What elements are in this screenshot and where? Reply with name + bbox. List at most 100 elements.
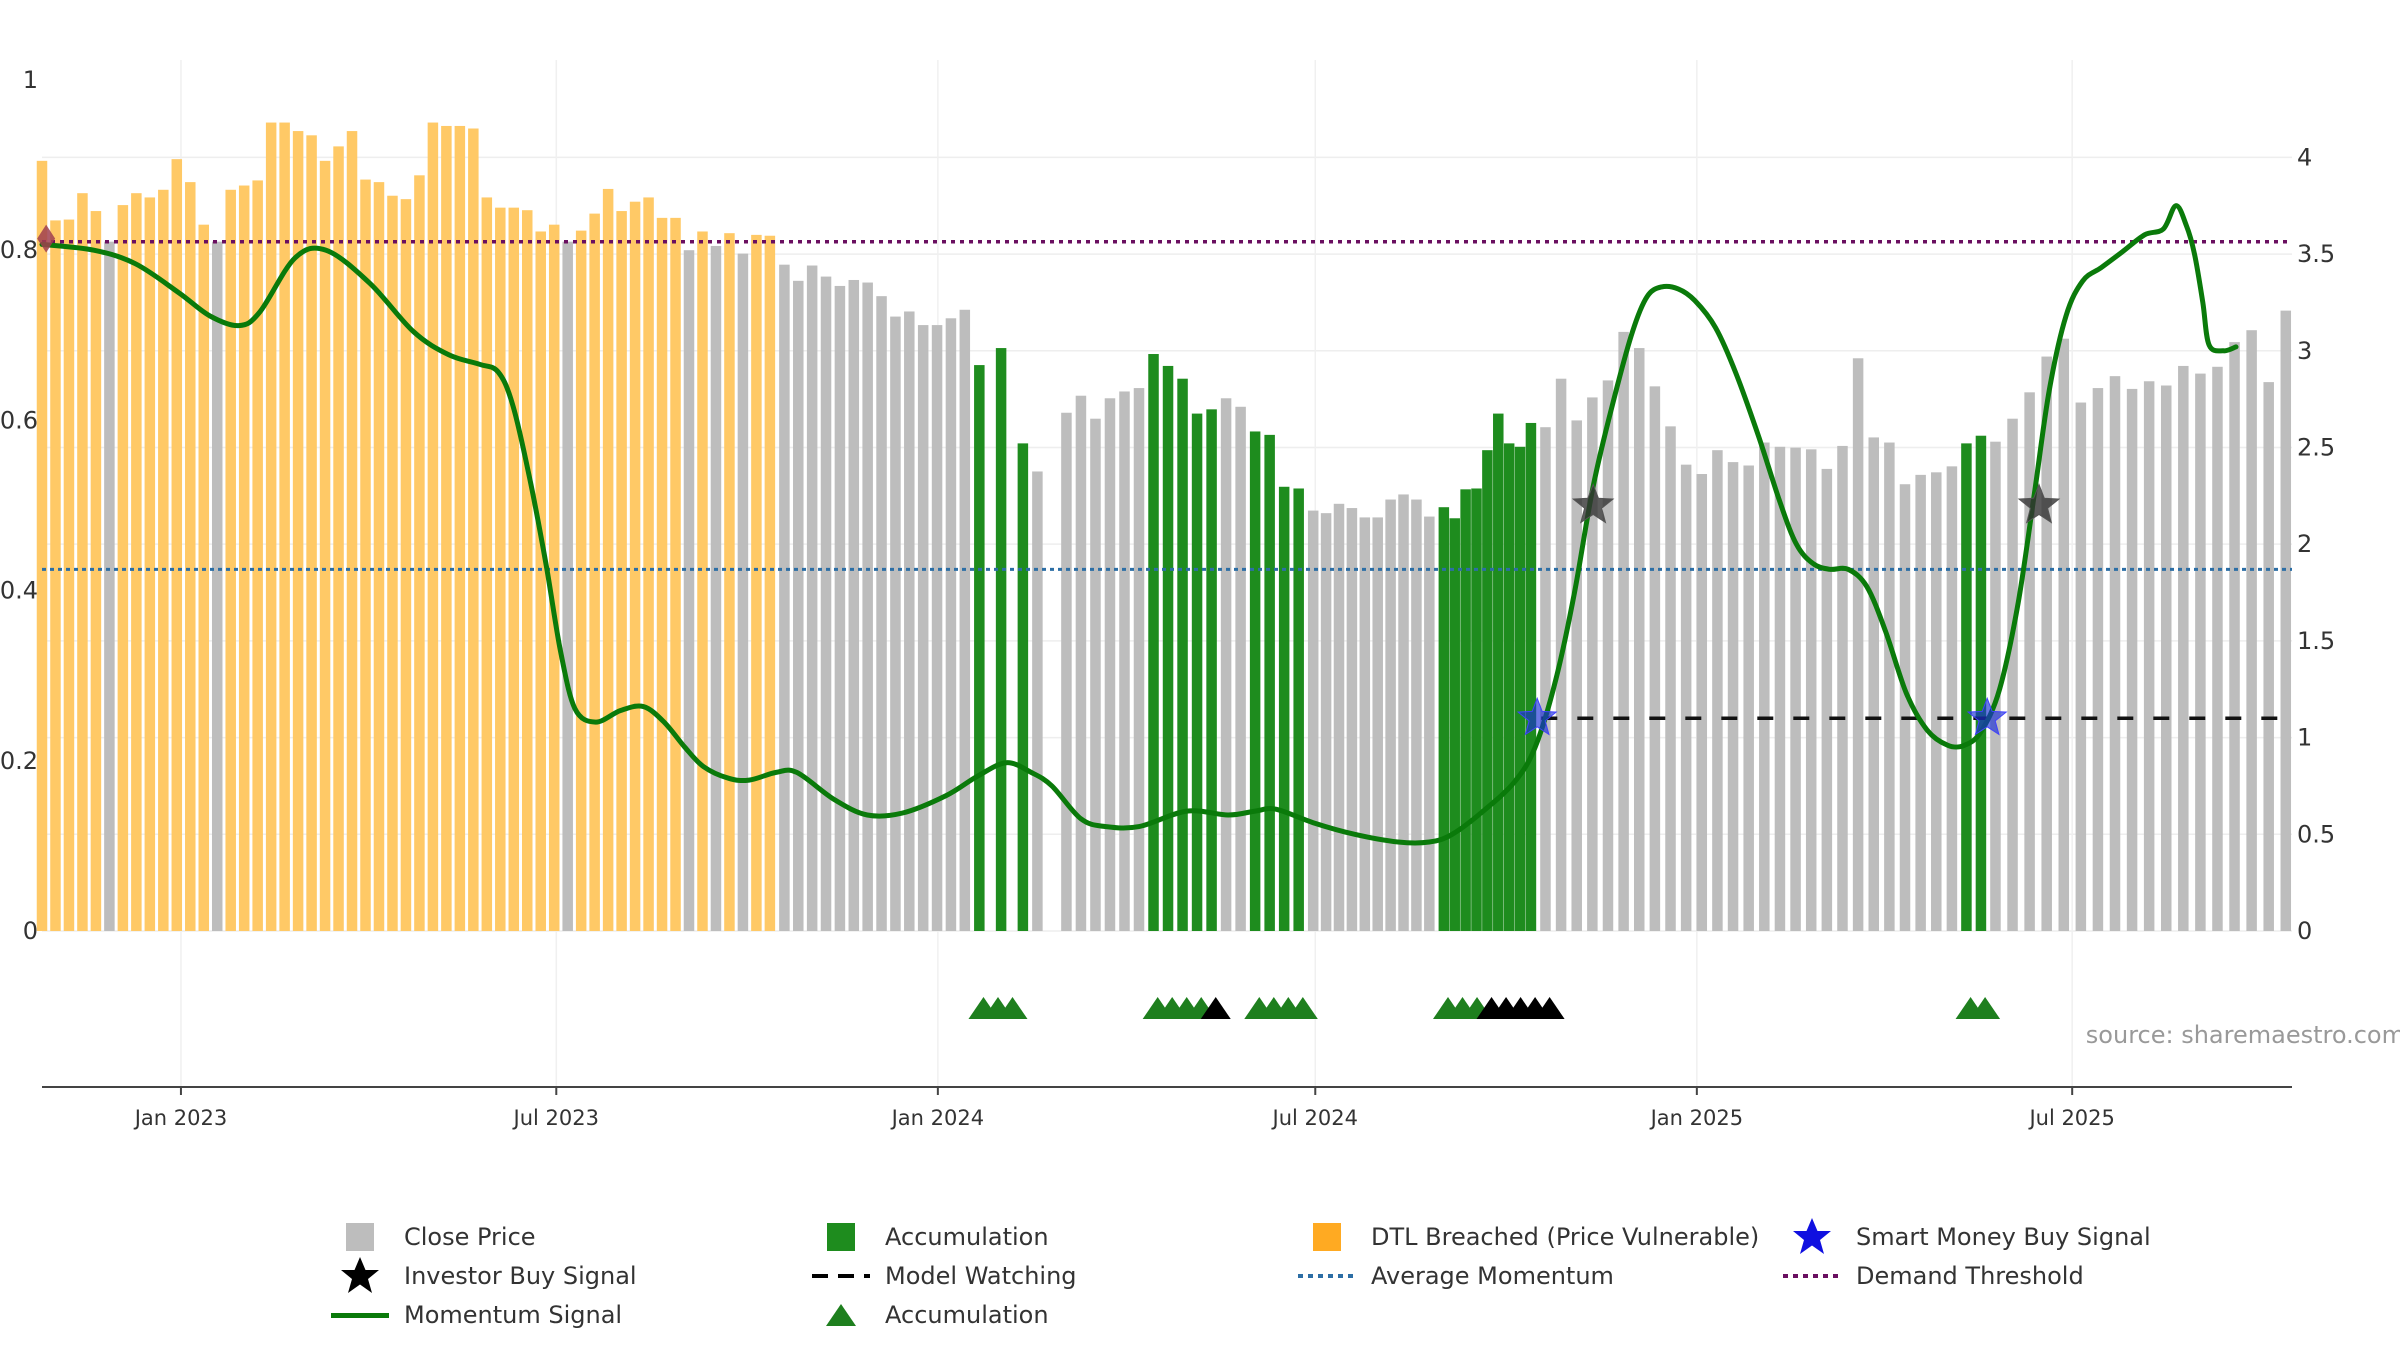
legend-smart-money[interactable]: Smart Money Buy Signal [1782, 1218, 2151, 1254]
bar [656, 217, 668, 931]
smart-money-star-icon [1966, 696, 2008, 736]
right-tick-label: 3.5 [2297, 240, 2335, 268]
bar [1696, 474, 1708, 931]
bar [1946, 466, 1958, 931]
bar [602, 188, 614, 932]
bar [1931, 472, 1942, 931]
bar [1359, 517, 1371, 931]
bar [211, 241, 223, 931]
bar [77, 193, 88, 932]
triangle-up-icon [811, 1300, 871, 1330]
bar [225, 189, 236, 932]
bar [185, 182, 196, 931]
bar [1503, 443, 1515, 931]
bar [1191, 413, 1203, 931]
right-tick-label: 0.5 [2297, 820, 2335, 848]
bars [36, 122, 2292, 932]
left-tick-label: 0.6 [0, 406, 38, 434]
legend-smart-money-label: Smart Money Buy Signal [1856, 1223, 2151, 1251]
bar [1471, 488, 1482, 931]
bar [1148, 354, 1159, 932]
left-tick-label: 0.4 [0, 577, 38, 605]
legend-close-price[interactable]: Close Price [330, 1222, 536, 1252]
bar [454, 125, 466, 932]
bar [238, 185, 250, 932]
legend-demand-threshold[interactable]: Demand Threshold [1782, 1261, 2084, 1291]
bar [1133, 388, 1145, 931]
momentum-series [39, 203, 2239, 846]
bar [575, 230, 587, 931]
bar [1398, 494, 1409, 931]
bar [1090, 418, 1101, 931]
bar [1032, 471, 1043, 931]
legend-accumulation-triangle-label: Accumulation [885, 1301, 1049, 1329]
smart-money-star-icon [1516, 696, 1558, 736]
investor-star-icon [330, 1257, 390, 1293]
bar [834, 285, 846, 931]
legend-accumulation-label: Accumulation [885, 1223, 1049, 1251]
bar [265, 122, 277, 932]
bar [1278, 486, 1290, 931]
left-tick-label: 1 [23, 66, 38, 94]
bar [2058, 338, 2070, 932]
bar [1493, 413, 1504, 931]
bar [904, 311, 915, 931]
bar [333, 146, 344, 932]
legend-momentum-signal[interactable]: Momentum Signal [330, 1300, 622, 1330]
right-tick-label: 3 [2297, 337, 2312, 365]
bar [1372, 517, 1383, 931]
right-tick-label: 2.5 [2297, 433, 2335, 461]
right-tick-label: 4 [2297, 143, 2312, 171]
bar [2109, 376, 2121, 931]
bar [820, 276, 832, 931]
bar [917, 325, 929, 931]
bar [945, 318, 957, 931]
bar [1460, 489, 1471, 931]
accumulation-triangle-icon [1287, 997, 1318, 1019]
bar [1293, 488, 1304, 931]
bar [1915, 474, 1926, 931]
bar [710, 245, 722, 931]
bar [400, 199, 412, 931]
bar [1837, 445, 1848, 931]
legend: Close Price Investor Buy Signal Momentum… [0, 1200, 2400, 1350]
legend-accumulation[interactable]: Accumulation [811, 1222, 1049, 1252]
bar [1680, 464, 1692, 931]
investor-star-icon [2017, 483, 2061, 524]
bar [1665, 426, 1676, 931]
left-tick-label: 0 [23, 917, 38, 945]
triangle-strip [968, 997, 2001, 1019]
legend-accumulation-triangle[interactable]: Accumulation [811, 1300, 1049, 1330]
legend-demand-threshold-label: Demand Threshold [1856, 1262, 2084, 1290]
bar [764, 235, 776, 931]
bar [2041, 356, 2052, 931]
x-tick-label: Jan 2025 [1649, 1106, 1744, 1130]
legend-dtl-breached[interactable]: DTL Breached (Price Vulnerable) [1297, 1222, 1759, 1252]
bar [441, 125, 452, 932]
bar [319, 160, 331, 932]
bar [373, 182, 385, 931]
bar [2195, 373, 2206, 932]
legend-model-watching[interactable]: Model Watching [811, 1261, 1077, 1291]
bar [862, 282, 873, 932]
bar [1482, 450, 1493, 931]
accumulation-triangle-icon [997, 997, 1028, 1019]
legend-investor-buy[interactable]: Investor Buy Signal [330, 1257, 637, 1293]
bar [1774, 446, 1786, 931]
bar [522, 210, 533, 931]
x-tick-label: Jan 2024 [890, 1106, 985, 1130]
bar [144, 197, 156, 932]
bar [360, 179, 371, 931]
investor-star-icon [1571, 483, 1615, 524]
bar [468, 128, 479, 931]
bar [158, 189, 169, 932]
bar [697, 231, 708, 931]
bar [2178, 365, 2189, 931]
legend-average-momentum-label: Average Momentum [1371, 1262, 1614, 1290]
dtl-marker-icon [37, 224, 56, 253]
bar [1805, 449, 1817, 931]
bar [751, 234, 762, 931]
legend-average-momentum[interactable]: Average Momentum [1297, 1261, 1614, 1291]
bar [1075, 395, 1087, 931]
bar [589, 213, 600, 931]
